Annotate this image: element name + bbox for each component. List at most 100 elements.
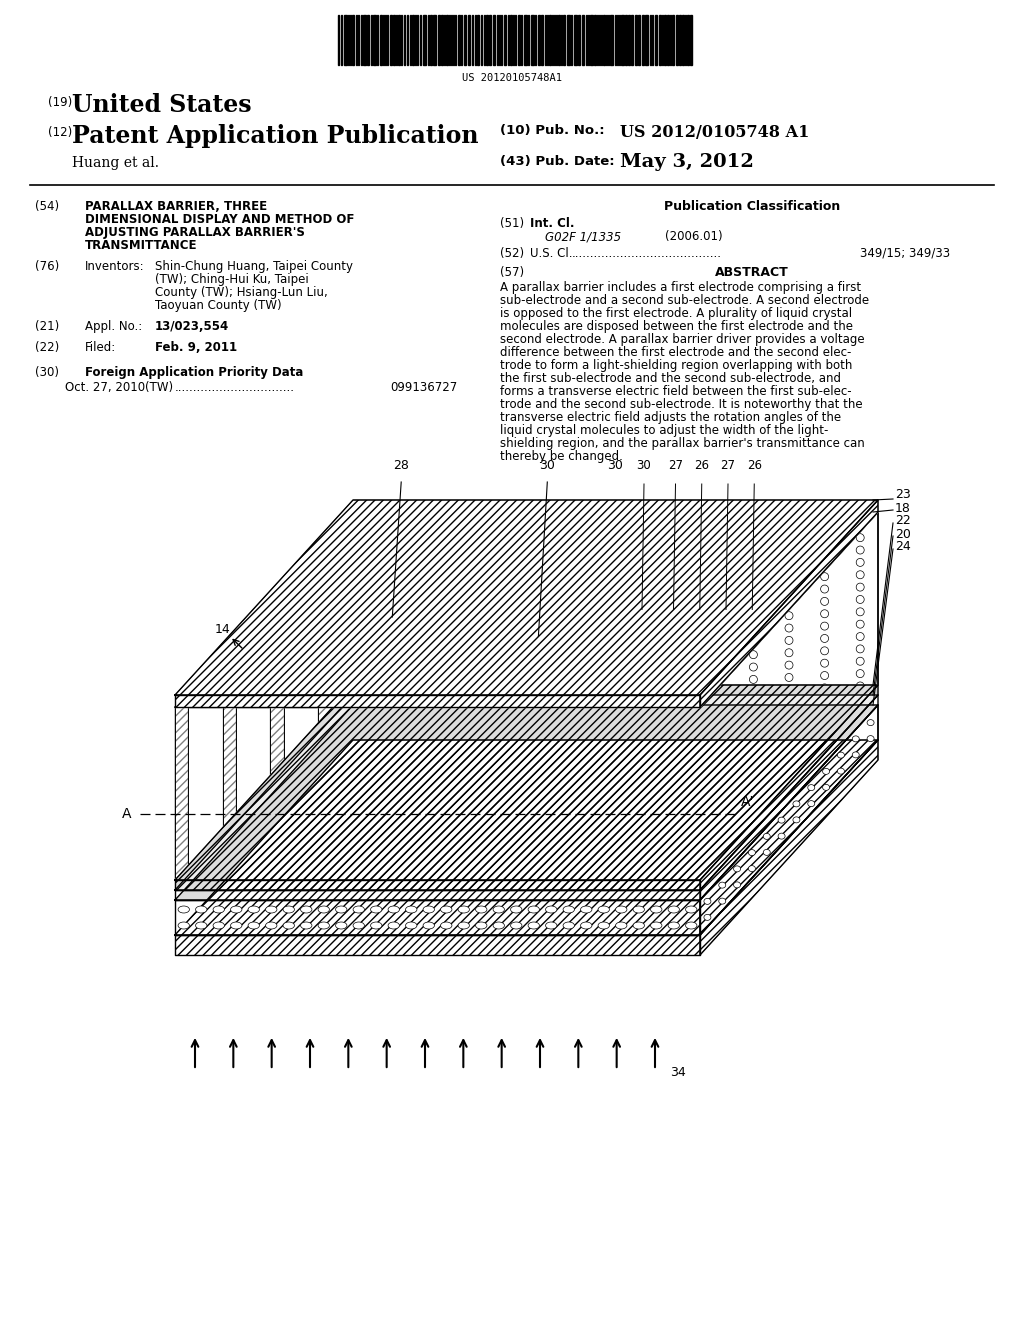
Text: thereby be changed.: thereby be changed. bbox=[500, 450, 623, 463]
Ellipse shape bbox=[820, 734, 828, 742]
Ellipse shape bbox=[213, 921, 224, 929]
Ellipse shape bbox=[820, 585, 828, 593]
Ellipse shape bbox=[388, 921, 399, 929]
Text: Publication Classification: Publication Classification bbox=[664, 201, 840, 213]
Ellipse shape bbox=[633, 921, 644, 929]
Text: 30: 30 bbox=[607, 459, 624, 473]
Ellipse shape bbox=[856, 558, 864, 566]
Text: (TW): (TW) bbox=[145, 381, 173, 393]
Ellipse shape bbox=[856, 546, 864, 554]
Text: (52): (52) bbox=[500, 247, 524, 260]
Bar bbox=[464, 15, 466, 65]
Ellipse shape bbox=[714, 702, 722, 710]
Ellipse shape bbox=[213, 906, 224, 913]
Ellipse shape bbox=[778, 817, 785, 824]
Ellipse shape bbox=[763, 833, 770, 840]
Ellipse shape bbox=[301, 906, 312, 913]
Text: 26: 26 bbox=[694, 459, 710, 473]
Bar bbox=[430, 15, 432, 65]
Ellipse shape bbox=[388, 906, 399, 913]
Ellipse shape bbox=[714, 714, 722, 722]
Text: trode and the second sub-electrode. It is noteworthy that the: trode and the second sub-electrode. It i… bbox=[500, 399, 862, 411]
Text: Foreign Application Priority Data: Foreign Application Priority Data bbox=[85, 366, 303, 379]
Polygon shape bbox=[700, 685, 878, 890]
Ellipse shape bbox=[685, 921, 697, 929]
Ellipse shape bbox=[336, 921, 347, 929]
Ellipse shape bbox=[230, 921, 242, 929]
Polygon shape bbox=[175, 900, 700, 935]
Ellipse shape bbox=[793, 817, 800, 822]
Text: 27: 27 bbox=[721, 459, 735, 473]
Ellipse shape bbox=[511, 921, 522, 929]
Bar bbox=[676, 15, 678, 65]
Bar bbox=[590, 15, 593, 65]
Bar bbox=[352, 15, 354, 65]
Bar bbox=[638, 15, 640, 65]
Ellipse shape bbox=[785, 686, 793, 694]
Bar bbox=[628, 15, 630, 65]
Bar bbox=[373, 15, 376, 65]
Bar bbox=[398, 15, 400, 65]
Ellipse shape bbox=[703, 899, 711, 904]
Bar bbox=[380, 15, 382, 65]
Polygon shape bbox=[462, 708, 474, 880]
Text: is opposed to the first electrode. A plurality of liquid crystal: is opposed to the first electrode. A plu… bbox=[500, 308, 852, 319]
Text: (21): (21) bbox=[35, 319, 59, 333]
Ellipse shape bbox=[423, 906, 434, 913]
Text: molecules are disposed between the first electrode and the: molecules are disposed between the first… bbox=[500, 319, 853, 333]
Ellipse shape bbox=[318, 906, 330, 913]
Ellipse shape bbox=[785, 710, 793, 718]
Ellipse shape bbox=[749, 850, 756, 855]
Ellipse shape bbox=[475, 906, 487, 913]
Ellipse shape bbox=[785, 636, 793, 644]
Bar bbox=[518, 15, 520, 65]
Ellipse shape bbox=[820, 721, 828, 729]
Ellipse shape bbox=[867, 719, 874, 726]
Text: Huang et al.: Huang et al. bbox=[72, 156, 159, 170]
Ellipse shape bbox=[856, 607, 864, 616]
Ellipse shape bbox=[785, 624, 793, 632]
Ellipse shape bbox=[750, 812, 758, 820]
Ellipse shape bbox=[336, 906, 347, 913]
Ellipse shape bbox=[785, 698, 793, 706]
Text: 30: 30 bbox=[637, 459, 651, 473]
Polygon shape bbox=[318, 708, 332, 880]
Bar bbox=[621, 15, 624, 65]
Polygon shape bbox=[604, 512, 796, 708]
Polygon shape bbox=[175, 512, 878, 708]
Ellipse shape bbox=[353, 921, 365, 929]
Bar bbox=[672, 15, 674, 65]
Bar bbox=[625, 15, 627, 65]
Ellipse shape bbox=[685, 906, 697, 913]
Ellipse shape bbox=[528, 906, 540, 913]
Polygon shape bbox=[700, 512, 878, 880]
Text: (54): (54) bbox=[35, 201, 59, 213]
Ellipse shape bbox=[598, 906, 609, 913]
Polygon shape bbox=[414, 512, 605, 708]
Ellipse shape bbox=[785, 661, 793, 669]
Text: Shin-Chung Huang, Taipei County: Shin-Chung Huang, Taipei County bbox=[155, 260, 353, 273]
Text: TRANSMITTANCE: TRANSMITTANCE bbox=[85, 239, 198, 252]
Ellipse shape bbox=[856, 583, 864, 591]
Bar bbox=[603, 15, 605, 65]
Bar bbox=[446, 15, 449, 65]
Polygon shape bbox=[270, 708, 284, 880]
Text: 18: 18 bbox=[895, 502, 911, 515]
Text: 14: 14 bbox=[214, 623, 230, 636]
Polygon shape bbox=[366, 708, 379, 880]
Bar bbox=[645, 15, 648, 65]
Ellipse shape bbox=[856, 632, 864, 640]
Text: transverse electric field adjusts the rotation angles of the: transverse electric field adjusts the ro… bbox=[500, 411, 841, 424]
Polygon shape bbox=[175, 708, 700, 880]
Ellipse shape bbox=[856, 682, 864, 690]
Polygon shape bbox=[175, 696, 878, 890]
Ellipse shape bbox=[785, 648, 793, 657]
Polygon shape bbox=[462, 512, 652, 708]
Text: (12): (12) bbox=[48, 125, 73, 139]
Ellipse shape bbox=[318, 921, 330, 929]
Text: 34: 34 bbox=[670, 1065, 686, 1078]
Ellipse shape bbox=[856, 657, 864, 665]
Text: Filed:: Filed: bbox=[85, 341, 117, 354]
Bar bbox=[582, 15, 584, 65]
Ellipse shape bbox=[714, 838, 722, 846]
